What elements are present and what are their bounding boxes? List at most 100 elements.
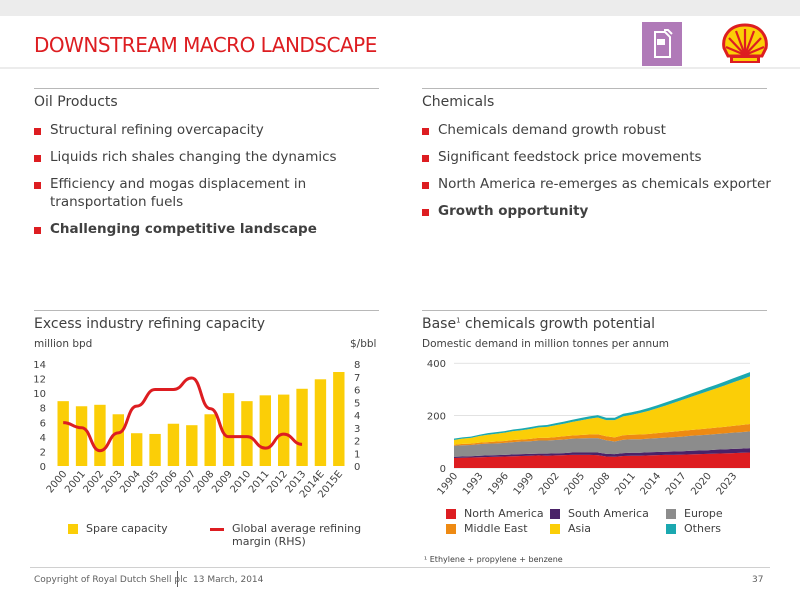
legend-asia: Asia [550, 522, 591, 535]
right-chart-rule [422, 310, 767, 311]
y-tick-label: 14 [33, 360, 46, 371]
x-tick-label: 1999 [512, 471, 537, 498]
chemicals-bullet: North America re-emerges as chemicals ex… [422, 175, 782, 193]
y2-tick-label: 5 [354, 398, 360, 409]
legend-label: Asia [568, 522, 592, 535]
y-tick-label: 0 [440, 464, 446, 475]
bar [186, 425, 198, 466]
right-chart-subtitle: Domestic demand in million tonnes per an… [422, 338, 670, 350]
footer-separator [177, 571, 178, 587]
oil-products-bullets: Structural refining overcapacity Liquids… [34, 121, 379, 247]
area-series [454, 452, 750, 468]
y-tick-label: 10 [33, 389, 46, 400]
area-series [454, 431, 750, 457]
legend-swatch [666, 509, 676, 519]
x-tick-label: 2002 [537, 471, 562, 498]
footer-divider [30, 567, 770, 568]
title-main: Base [422, 316, 457, 332]
footer-copyright: Copyright of Royal Dutch Shell plc [34, 575, 188, 585]
area-series [454, 448, 750, 459]
x-tick-label: 2011 [613, 471, 638, 498]
chemicals-bullet: Chemicals demand growth robust [422, 121, 782, 139]
oil-bullet: Efficiency and mogas displacement in tra… [34, 175, 379, 211]
y2-tick-label: 2 [354, 437, 360, 448]
x-tick-label: 2023 [715, 471, 740, 498]
oil-bullet: Challenging competitive landscape [34, 220, 379, 238]
bar [130, 433, 143, 466]
bar [333, 372, 345, 466]
area-series [454, 376, 750, 445]
y-tick-label: 0 [40, 462, 46, 473]
bar [149, 433, 161, 466]
bar [241, 401, 253, 466]
page-title: DOWNSTREAM MACRO LANDSCAPE [34, 33, 377, 57]
x-tick-label: 1993 [461, 471, 486, 498]
footer-date: 13 March, 2014 [193, 575, 264, 585]
shell-pecten-logo [718, 22, 772, 66]
bar [167, 423, 180, 466]
bar [277, 394, 290, 466]
fuel-pump-icon [642, 22, 682, 66]
refining-capacity-chart: 0246810121401234567820002001200220032004… [33, 360, 360, 500]
oil-bullet: Liquids rich shales changing the dynamic… [34, 148, 379, 166]
left-chart-title: Excess industry refining capacity [34, 316, 265, 332]
title-rest: chemicals growth potential [460, 316, 656, 332]
oil-bullet: Structural refining overcapacity [34, 121, 379, 139]
bar [259, 395, 272, 466]
oil-products-heading: Oil Products [34, 94, 118, 110]
top-bar [0, 0, 800, 16]
legend-label: Europe [684, 507, 723, 520]
y2-tick-label: 6 [354, 386, 360, 397]
legend-label: Others [684, 522, 721, 535]
legend-label: Spare capacity [86, 522, 168, 535]
y-tick-label: 200 [427, 412, 446, 423]
y-tick-label: 6 [40, 418, 46, 429]
x-tick-label: 1996 [486, 471, 511, 498]
y2-tick-label: 1 [354, 449, 360, 460]
legend-refining-margin: Global average refining margin (RHS) [210, 522, 380, 548]
chemicals-bullet: Significant feedstock price movements [422, 148, 782, 166]
bar [204, 414, 216, 466]
legend-others: Others [666, 522, 721, 535]
legend-middle-east: Middle East [446, 522, 528, 535]
legend-swatch [210, 528, 224, 531]
legend-south-america: South America [550, 507, 649, 520]
left-axis-unit: million bpd [34, 338, 93, 350]
y2-tick-label: 7 [354, 373, 360, 384]
bar [57, 401, 69, 466]
right-chart-title: Base1 chemicals growth potential [422, 316, 655, 332]
title-footnote-marker: 1 [456, 316, 461, 325]
legend-swatch [68, 524, 78, 534]
legend-label: Middle East [464, 522, 528, 535]
y-tick-label: 8 [40, 404, 46, 415]
y-tick-label: 12 [33, 375, 46, 386]
bar [112, 414, 125, 466]
bar [94, 404, 106, 466]
y2-tick-label: 0 [354, 462, 360, 473]
x-tick-label: 2014 [638, 471, 663, 498]
chemicals-heading-rule [422, 88, 767, 89]
x-tick-label: 2008 [588, 471, 613, 498]
x-tick-label: 2017 [664, 471, 689, 498]
legend-label: South America [568, 507, 649, 520]
bar [222, 393, 235, 466]
page-number: 37 [752, 575, 764, 585]
legend-label: Global average refining margin (RHS) [232, 522, 362, 548]
margin-line [63, 376, 303, 453]
bar [314, 379, 327, 466]
right-axis-unit: $/bbl [350, 338, 377, 350]
legend-swatch [446, 509, 456, 519]
x-tick-label: 2005 [562, 471, 587, 498]
y-tick-label: 2 [40, 447, 46, 458]
y2-tick-label: 8 [354, 360, 360, 371]
legend-swatch [550, 509, 560, 519]
footnote: ¹ Ethylene + propylene + benzene [424, 555, 563, 564]
legend-label: North America [464, 507, 544, 520]
bar [296, 388, 308, 466]
y-tick-label: 4 [40, 433, 46, 444]
title-divider [0, 67, 800, 69]
chemicals-bullet: Growth opportunity [422, 202, 782, 220]
y-tick-label: 400 [427, 359, 446, 370]
legend-north-america: North America [446, 507, 544, 520]
